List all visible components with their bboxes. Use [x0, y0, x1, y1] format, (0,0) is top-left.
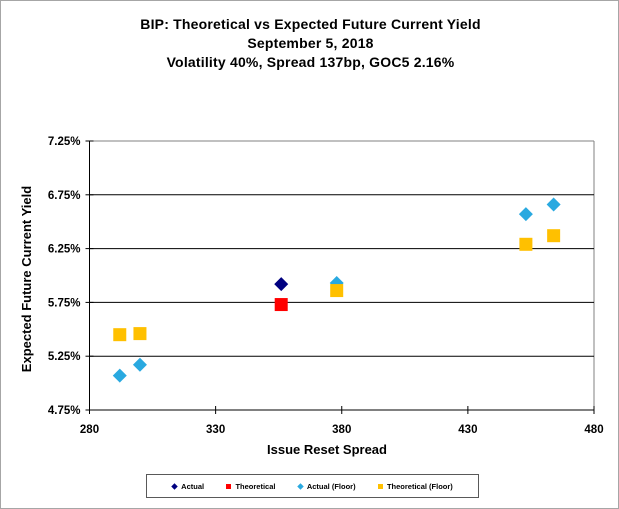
legend-label: Actual (Floor) — [306, 481, 356, 491]
legend-label: Theoretical — [235, 481, 276, 491]
y-tick-label: 5.75% — [48, 297, 81, 309]
legend-item-actual: Actual — [171, 481, 205, 491]
chart-subtitle-date: September 5, 2018 — [247, 35, 374, 51]
legend: Actual Theoretical Actual (Floor) Theoretic… — [146, 474, 479, 498]
y-tick-label: 6.25% — [48, 244, 81, 256]
chart-subtitle-params: Volatility 40%, Spread 137bp, GOC5 2.16% — [166, 54, 455, 70]
legend-item-theoretical-floor: Theoretical (Floor) — [377, 481, 453, 491]
marker-actual-floor — [112, 368, 127, 383]
marker-theoretical-floor — [113, 328, 127, 342]
x-axis-title: Issue Reset Spread — [267, 442, 387, 457]
legend-item-actual-floor: Actual (Floor) — [297, 481, 356, 491]
marker-theoretical-floor — [519, 237, 533, 251]
legend-label: Actual — [181, 481, 205, 491]
legend-diamond-icon-actual-floor — [297, 482, 304, 490]
chart-title-block: BIP: Theoretical vs Expected Future Curr… — [1, 15, 618, 72]
x-tick-label: 280 — [80, 424, 99, 436]
legend-square-icon-theoretical-floor — [377, 483, 383, 489]
y-tick-label: 4.75% — [48, 405, 81, 417]
legend-diamond-icon-actual — [171, 482, 178, 490]
marker-actual-floor — [546, 197, 561, 212]
marker-actual-floor — [132, 357, 147, 372]
marker-actual — [274, 277, 289, 292]
marker-theoretical-floor — [547, 229, 561, 243]
legend-label: Theoretical (Floor) — [386, 481, 453, 491]
legend-item-theoretical: Theoretical — [226, 482, 275, 491]
marker-theoretical — [274, 298, 288, 312]
x-tick-label: 480 — [584, 424, 603, 436]
x-tick-label: 430 — [458, 424, 477, 436]
y-tick-label: 6.75% — [48, 190, 81, 202]
legend-square-icon-theoretical — [226, 483, 232, 489]
chart-title: BIP: Theoretical vs Expected Future Curr… — [140, 16, 481, 32]
marker-theoretical-floor — [133, 327, 147, 341]
x-tick-label: 330 — [206, 424, 225, 436]
y-tick-label: 5.25% — [48, 351, 81, 363]
marker-theoretical-floor — [330, 284, 344, 298]
y-tick-label: 7.25% — [48, 136, 81, 148]
marker-actual-floor — [518, 207, 533, 222]
x-tick-label: 380 — [332, 424, 351, 436]
